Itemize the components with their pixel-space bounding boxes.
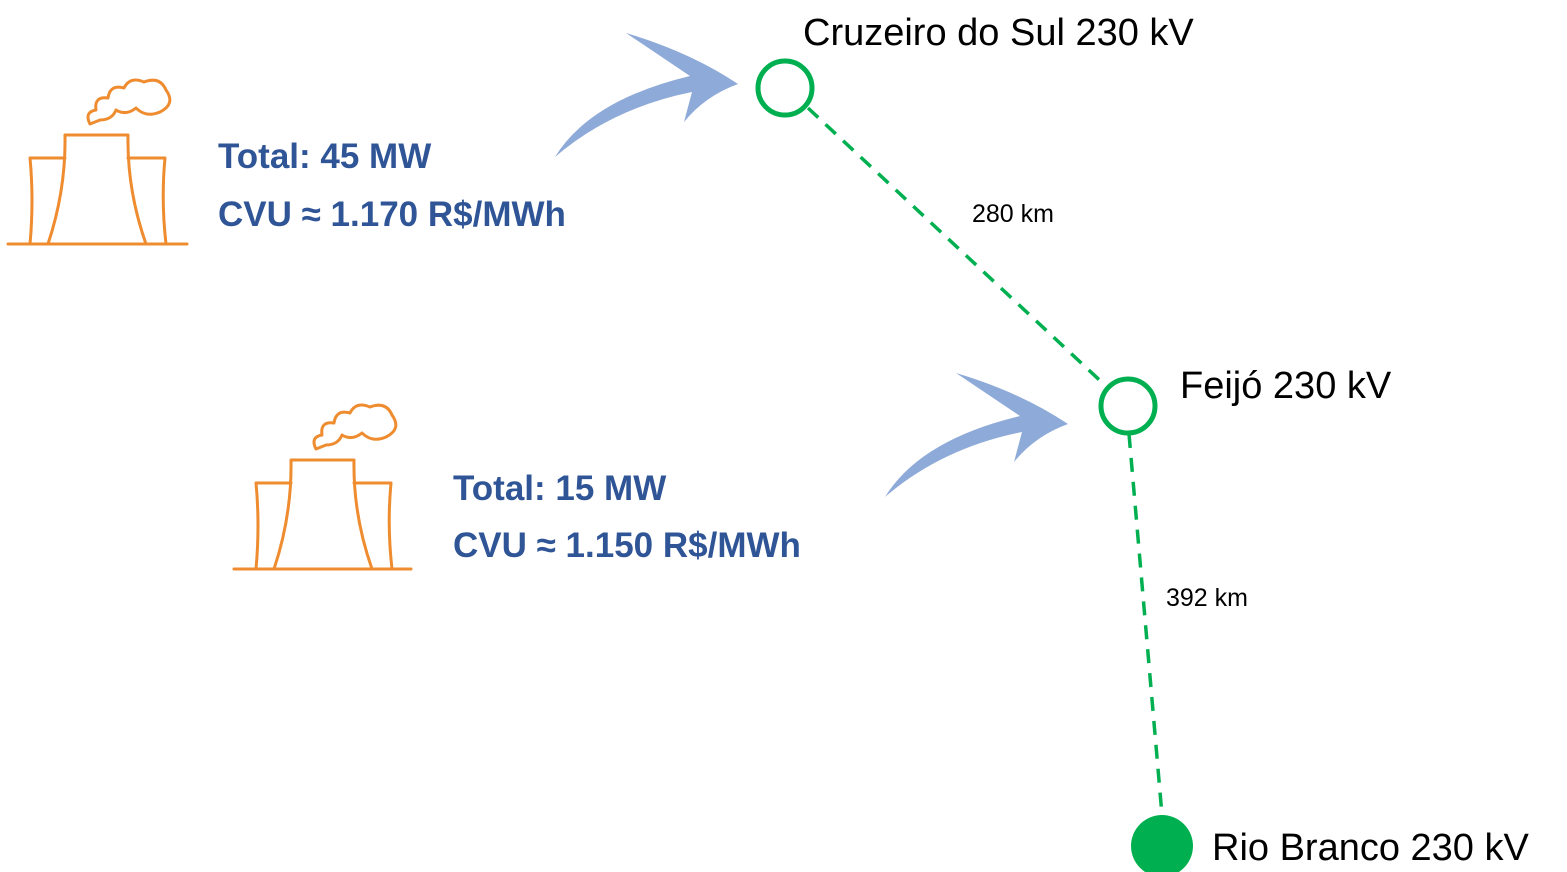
substation-cruzeiro (755, 58, 815, 118)
plant-icon (232, 403, 413, 571)
node-label: Feijó 230 kV (1180, 365, 1392, 407)
plant-cvu: CVU ≈ 1.150 R$/MWh (453, 526, 801, 565)
substation-riobranco (1131, 815, 1193, 872)
node-label: Rio Branco 230 kV (1212, 827, 1529, 869)
edge-label: 392 km (1166, 584, 1248, 612)
line-feijo-riobranco (1127, 433, 1164, 816)
plant-cvu: CVU ≈ 1.170 R$/MWh (218, 195, 566, 234)
substation-feijo (1098, 376, 1158, 436)
plant-total: Total: 15 MW (453, 469, 666, 508)
plant-total: Total: 45 MW (218, 137, 431, 176)
arrow (885, 373, 1068, 497)
arrow (555, 33, 738, 157)
edge-label: 280 km (972, 200, 1054, 228)
line-cruzeiro-feijo (806, 106, 1110, 390)
node-label: Cruzeiro do Sul 230 kV (803, 12, 1194, 54)
plant-icon (6, 78, 189, 246)
